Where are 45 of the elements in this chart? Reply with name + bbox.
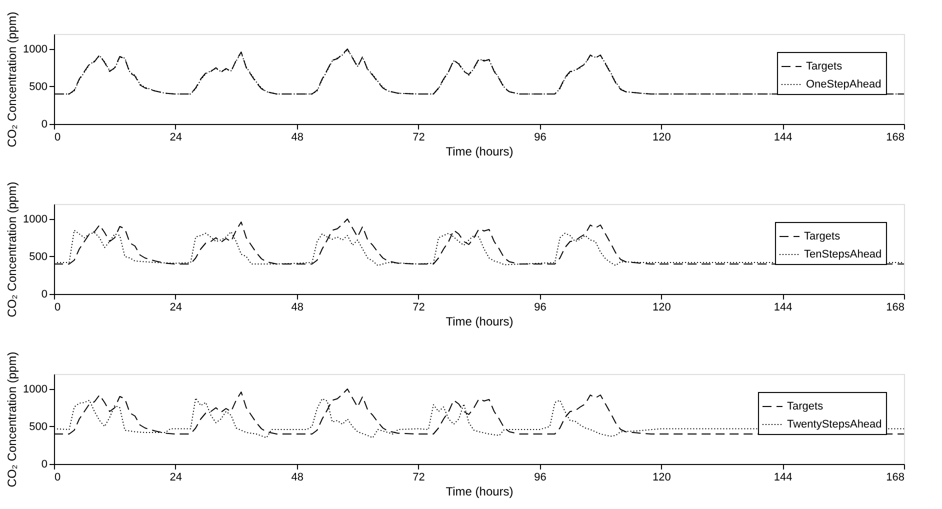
y-axis-title: CO₂ Concentration (ppm) [5,12,20,148]
x-tick-label: 48 [291,302,304,314]
x-axis-title: Time (hours) [446,144,514,158]
x-tick-label: 0 [54,472,61,484]
x-tick-label: 24 [170,302,182,314]
legend-label: Targets [806,60,843,72]
x-tick-label: 72 [412,132,425,144]
x-tick-label: 120 [652,302,671,314]
x-tick-label: 120 [652,472,671,484]
x-axis-title: Time (hours) [446,484,514,498]
y-tick-label: 500 [29,251,48,263]
legend-label: Targets [787,400,824,412]
y-tick-label: 500 [29,421,48,433]
y-tick-label: 0 [41,118,48,130]
legend-label: OneStepAhead [806,78,882,90]
legend-label: TwentyStepsAhead [787,418,882,430]
x-tick-label: 168 [886,472,904,484]
y-tick-label: 1000 [23,214,48,226]
x-tick-label: 144 [774,302,792,314]
x-tick-label: 96 [534,472,546,484]
y-tick-label: 1000 [23,44,48,56]
x-tick-label: 24 [170,132,182,144]
y-axis-title: CO₂ Concentration (ppm) [5,352,20,488]
x-tick-label: 72 [412,302,425,314]
x-tick-label: 144 [774,132,792,144]
x-tick-label: 168 [886,132,904,144]
y-tick-label: 1000 [23,384,48,396]
x-tick-label: 96 [534,132,546,144]
x-tick-label: 48 [291,472,304,484]
x-tick-label: 168 [886,302,904,314]
y-tick-label: 0 [41,288,48,300]
legend-label: TenStepsAhead [804,248,882,260]
y-axis-title: CO₂ Concentration (ppm) [5,182,20,318]
x-tick-label: 0 [54,302,61,314]
y-tick-label: 0 [41,458,48,470]
x-tick-label: 0 [54,132,61,144]
x-tick-label: 72 [412,472,425,484]
x-tick-label: 96 [534,302,546,314]
x-tick-label: 120 [652,132,671,144]
x-tick-label: 24 [170,472,182,484]
y-tick-label: 500 [29,81,48,93]
x-tick-label: 144 [774,472,792,484]
legend-label: Targets [804,230,841,242]
x-tick-label: 48 [291,132,304,144]
x-axis-title: Time (hours) [446,314,514,328]
